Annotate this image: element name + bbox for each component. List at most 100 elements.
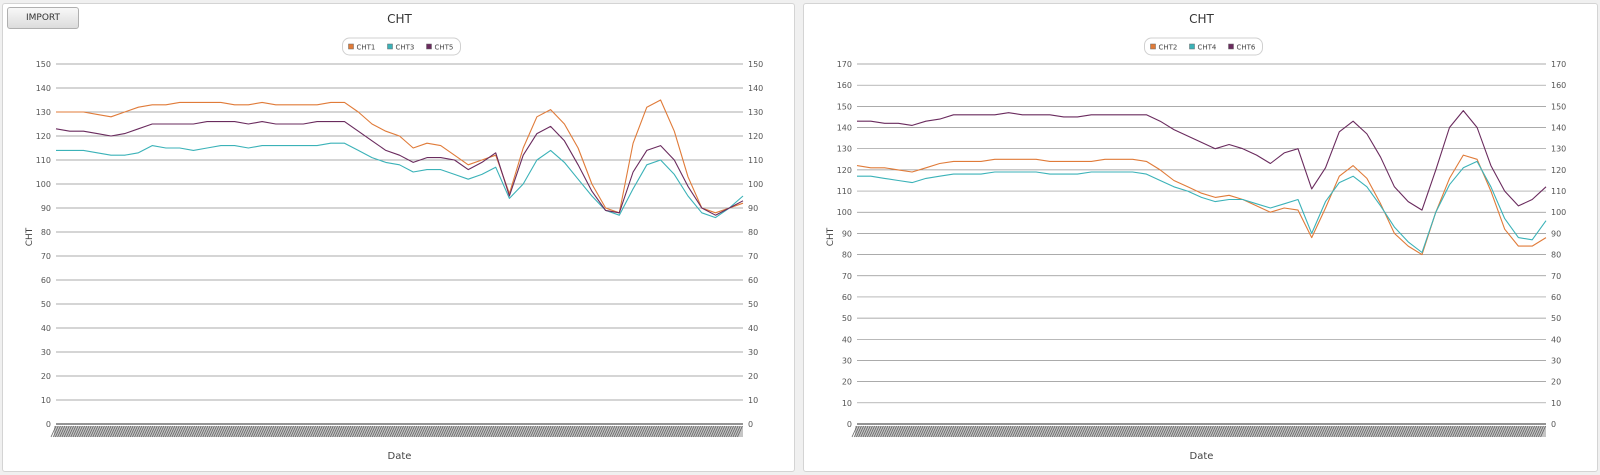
y-tick-label-left: 150: [36, 60, 51, 69]
y-tick-label-left: 60: [842, 293, 852, 302]
series-line-cht6[interactable]: [857, 110, 1547, 211]
y-tick-label-right: 110: [748, 156, 763, 165]
legend-label[interactable]: CHT5: [435, 44, 454, 52]
y-tick-label-right: 10: [1551, 399, 1561, 408]
y-tick-label-right: 140: [1551, 124, 1566, 133]
x-axis-label: Date: [388, 451, 412, 462]
legend-label[interactable]: CHT3: [396, 44, 415, 52]
y-tick-label-left: 100: [36, 180, 51, 189]
series-line-cht1[interactable]: [56, 99, 744, 214]
y-tick-label-right: 100: [1551, 208, 1566, 217]
y-tick-label-left: 140: [837, 124, 852, 133]
y-tick-label-left: 20: [41, 372, 51, 381]
y-tick-label-left: 100: [837, 208, 852, 217]
legend-swatch: [348, 43, 354, 50]
series-line-cht3[interactable]: [56, 142, 744, 219]
y-tick-label-left: 10: [41, 396, 51, 405]
y-tick-label-left: 170: [837, 60, 852, 69]
y-tick-label-left: 120: [837, 166, 852, 175]
legend-box: [342, 37, 461, 56]
y-tick-label-left: 50: [41, 300, 51, 309]
cht-chart-right: CHT CHT2 CHT4 CHT6 0 0 10 10 20 20 30 30 40 40 50 50 60 6…: [826, 12, 1566, 462]
y-tick-label-left: 70: [41, 252, 51, 261]
y-tick-label-right: 20: [748, 372, 758, 381]
y-tick-label-right: 20: [1551, 378, 1561, 387]
y-tick-label-right: 40: [1551, 335, 1561, 344]
import-button[interactable]: IMPORT: [7, 7, 79, 29]
legend-label[interactable]: CHT4: [1198, 44, 1217, 52]
y-tick-label-left: 160: [837, 81, 852, 90]
y-tick-label-right: 120: [748, 132, 763, 141]
y-tick-label-right: 100: [748, 180, 763, 189]
x-axis-ticks: [851, 425, 1546, 438]
legend-swatch: [1189, 43, 1195, 50]
y-tick-label-left: 90: [41, 204, 51, 213]
chart-title: CHT: [387, 12, 412, 26]
x-tick-band: [54, 426, 743, 437]
y-tick-label-left: 40: [842, 335, 852, 344]
legend-swatch: [1150, 43, 1156, 50]
y-tick-label-left: 50: [842, 314, 852, 323]
y-tick-label-right: 80: [748, 228, 758, 237]
y-tick-label-right: 0: [1551, 420, 1556, 429]
chart-panel-left: IMPORT CHT CHT1 CHT3 CHT5 0 0 10 10 20 20 30 30 40 40…: [2, 3, 795, 472]
y-tick-label-left: 80: [41, 228, 51, 237]
y-tick-label-right: 120: [1551, 166, 1566, 175]
y-tick-label-left: 130: [36, 108, 51, 117]
legend: CHT2 CHT4 CHT6: [1144, 37, 1263, 56]
y-tick-label-right: 110: [1551, 187, 1566, 196]
y-tick-label-left: 30: [842, 356, 852, 365]
x-axis-label: Date: [1190, 451, 1214, 462]
y-tick-label-left: 150: [837, 102, 852, 111]
y-tick-label-right: 30: [748, 348, 758, 357]
y-tick-label-right: 10: [748, 396, 758, 405]
y-tick-label-left: 130: [837, 145, 852, 154]
y-tick-label-right: 130: [748, 108, 763, 117]
gridlines: [857, 63, 1546, 425]
legend-label[interactable]: CHT6: [1237, 44, 1256, 52]
y-tick-label-left: 110: [36, 156, 51, 165]
y-tick-label-left: 70: [842, 272, 852, 281]
y-tick-label-left: 120: [36, 132, 51, 141]
y-tick-label-left: 20: [842, 378, 852, 387]
y-tick-label-left: 0: [847, 420, 852, 429]
legend-swatch: [387, 43, 393, 50]
y-tick-label-right: 70: [748, 252, 758, 261]
y-tick-label-left: 90: [842, 229, 852, 238]
y-tick-label-left: 60: [41, 276, 51, 285]
y-tick-label-right: 130: [1551, 145, 1566, 154]
legend: CHT1 CHT3 CHT5: [342, 37, 461, 56]
legend-label[interactable]: CHT1: [357, 44, 376, 52]
series-line-cht4[interactable]: [857, 160, 1547, 254]
legend-swatch: [426, 43, 432, 50]
y-tick-label-left: 0: [46, 420, 51, 429]
y-tick-label-left: 10: [842, 399, 852, 408]
legend-swatch: [1228, 43, 1234, 50]
y-tick-label-right: 60: [748, 276, 758, 285]
y-axis-label: CHT: [826, 227, 836, 246]
y-tick-label-left: 80: [842, 251, 852, 260]
y-tick-label-left: 30: [41, 348, 51, 357]
y-tick-label-right: 70: [1551, 272, 1561, 281]
y-tick-label-right: 50: [748, 300, 758, 309]
series-line-cht5[interactable]: [55, 121, 744, 216]
cht-chart-left: CHT CHT1 CHT3 CHT5 0 0 10 10 20 20 30 30 40 40 50 50 60 6…: [25, 12, 763, 462]
y-tick-label-left: 140: [36, 84, 51, 93]
legend-label[interactable]: CHT2: [1159, 44, 1178, 52]
legend-box: [1144, 37, 1263, 56]
chart-panel-right: CHT CHT2 CHT4 CHT6 0 0 10 10 20 20 30 30 40 40 50 50 60 6…: [803, 3, 1598, 472]
y-tick-label-right: 150: [1551, 102, 1566, 111]
y-tick-label-right: 40: [748, 324, 758, 333]
y-tick-label-right: 90: [748, 204, 758, 213]
y-axis-label: CHT: [25, 227, 35, 246]
y-tick-label-right: 150: [748, 60, 763, 69]
y-tick-label-right: 140: [748, 84, 763, 93]
x-axis-ticks: [50, 425, 743, 438]
gridlines: [56, 63, 743, 425]
y-tick-label-right: 170: [1551, 60, 1566, 69]
y-tick-label-right: 30: [1551, 356, 1561, 365]
chart-title: CHT: [1189, 12, 1214, 26]
y-tick-label-right: 90: [1551, 229, 1561, 238]
x-tick-band: [855, 426, 1546, 437]
y-tick-label-left: 110: [837, 187, 852, 196]
